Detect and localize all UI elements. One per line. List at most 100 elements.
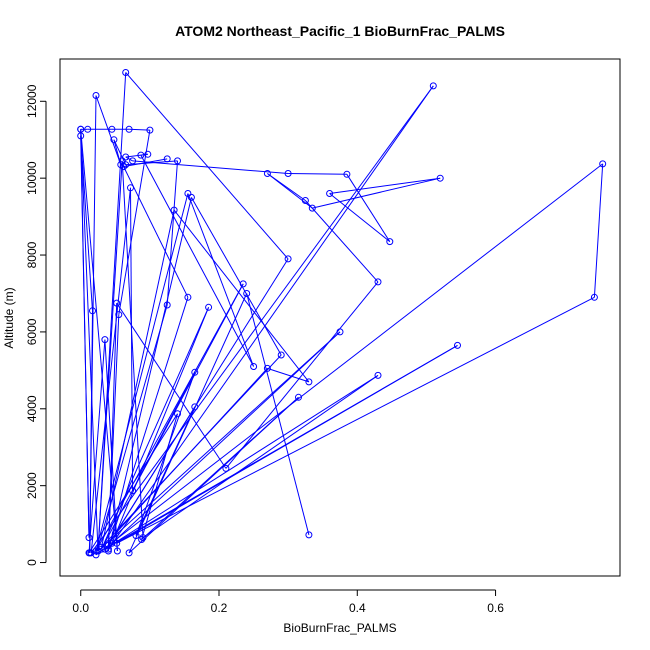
series-line-segment xyxy=(90,85,434,554)
data-point xyxy=(263,364,271,372)
data-point xyxy=(336,328,344,336)
series-line-segment xyxy=(107,297,189,550)
data-point xyxy=(89,307,96,315)
series-line-segment xyxy=(187,193,255,367)
data-point xyxy=(94,547,102,555)
data-point xyxy=(101,336,109,344)
data-point xyxy=(374,278,382,286)
data-point xyxy=(139,534,147,542)
series-line-segment xyxy=(246,293,310,536)
data-point xyxy=(374,371,382,379)
data-point xyxy=(191,403,199,411)
series-line-segment xyxy=(225,281,379,469)
series-line-segment xyxy=(80,135,90,538)
data-point xyxy=(386,238,394,246)
y-tick-label: 12000 xyxy=(25,84,39,118)
series-line-segment xyxy=(104,339,118,552)
series-line-segment xyxy=(116,302,227,469)
data-point xyxy=(263,170,271,177)
data-point xyxy=(110,136,118,144)
series-line-segment xyxy=(190,197,282,356)
data-point xyxy=(170,206,178,214)
data-point xyxy=(122,153,130,161)
series-line-segment xyxy=(135,406,196,536)
data-point xyxy=(343,170,351,178)
y-tick-label: 2000 xyxy=(25,472,39,499)
data-point xyxy=(129,487,137,495)
data-point xyxy=(305,378,313,386)
data-point xyxy=(111,530,119,538)
series-line-segment xyxy=(107,406,196,546)
series-line-segment xyxy=(88,339,106,553)
series-line-segment xyxy=(166,160,178,306)
data-point xyxy=(98,543,105,551)
x-tick-label: 0.4 xyxy=(349,601,366,615)
data-point xyxy=(163,301,171,309)
data-point xyxy=(205,303,213,311)
y-tick-label: 10000 xyxy=(25,161,39,195)
series-points xyxy=(77,69,607,559)
data-point xyxy=(146,126,154,134)
series-line-segment xyxy=(123,166,189,298)
data-point xyxy=(92,551,100,559)
data-point xyxy=(77,132,85,140)
data-point xyxy=(187,193,195,201)
data-point xyxy=(599,160,607,168)
y-tick-label: 0 xyxy=(25,559,39,566)
data-point xyxy=(104,545,112,553)
series-line-segment xyxy=(104,344,458,550)
data-point xyxy=(77,125,85,133)
data-point xyxy=(284,255,292,263)
data-point xyxy=(191,368,199,376)
series-line-segment xyxy=(95,163,604,556)
y-tick-label: 6000 xyxy=(25,318,39,345)
data-point xyxy=(305,531,313,539)
data-point xyxy=(113,547,121,555)
series-line-segment xyxy=(116,296,595,544)
data-point xyxy=(85,549,93,557)
data-point xyxy=(429,82,437,90)
series-line-segment xyxy=(107,314,120,546)
data-point xyxy=(326,190,334,197)
x-axis-label: BioBurnFrac_PALMS xyxy=(283,621,396,635)
series-line-segment xyxy=(329,193,391,242)
data-point xyxy=(113,539,121,547)
series-line-segment xyxy=(90,187,131,553)
series-line-segment xyxy=(128,396,299,554)
data-point xyxy=(122,161,130,169)
data-point xyxy=(98,545,105,553)
data-point xyxy=(184,293,192,301)
series-line-segment xyxy=(111,331,341,544)
series-line-segment xyxy=(80,129,118,552)
x-tick-label: 0.2 xyxy=(211,601,228,615)
data-point xyxy=(108,125,116,133)
data-point xyxy=(118,157,126,165)
data-point xyxy=(108,539,116,547)
series-line-segment xyxy=(89,95,97,553)
data-point xyxy=(113,299,121,307)
series-line-segment xyxy=(111,307,210,544)
data-point xyxy=(129,157,137,165)
plot-frame xyxy=(59,58,621,577)
data-point xyxy=(184,190,192,197)
series-line-segment xyxy=(95,95,122,165)
series-line-segment xyxy=(104,374,379,550)
y-axis-label: Altitude (m) xyxy=(2,287,16,348)
series-line-segment xyxy=(125,72,289,260)
data-point xyxy=(284,170,292,177)
series-line-segment xyxy=(107,85,434,550)
series-line-segment xyxy=(288,173,347,175)
series-line-segment xyxy=(88,413,178,554)
y-tick-label: 8000 xyxy=(25,241,39,268)
x-tick-label: 0.6 xyxy=(487,601,504,615)
series-line-segment xyxy=(80,129,99,552)
data-point xyxy=(84,125,92,133)
y-tick-label: 4000 xyxy=(25,395,39,422)
series-line-segment xyxy=(114,368,268,535)
series-line-segment xyxy=(593,163,604,298)
chart-title: ATOM2 Northeast_Pacific_1 BioBurnFrac_PA… xyxy=(175,23,505,39)
series-line-segment xyxy=(80,135,93,311)
data-point xyxy=(125,549,133,557)
data-point xyxy=(137,151,145,159)
data-point xyxy=(92,92,100,99)
